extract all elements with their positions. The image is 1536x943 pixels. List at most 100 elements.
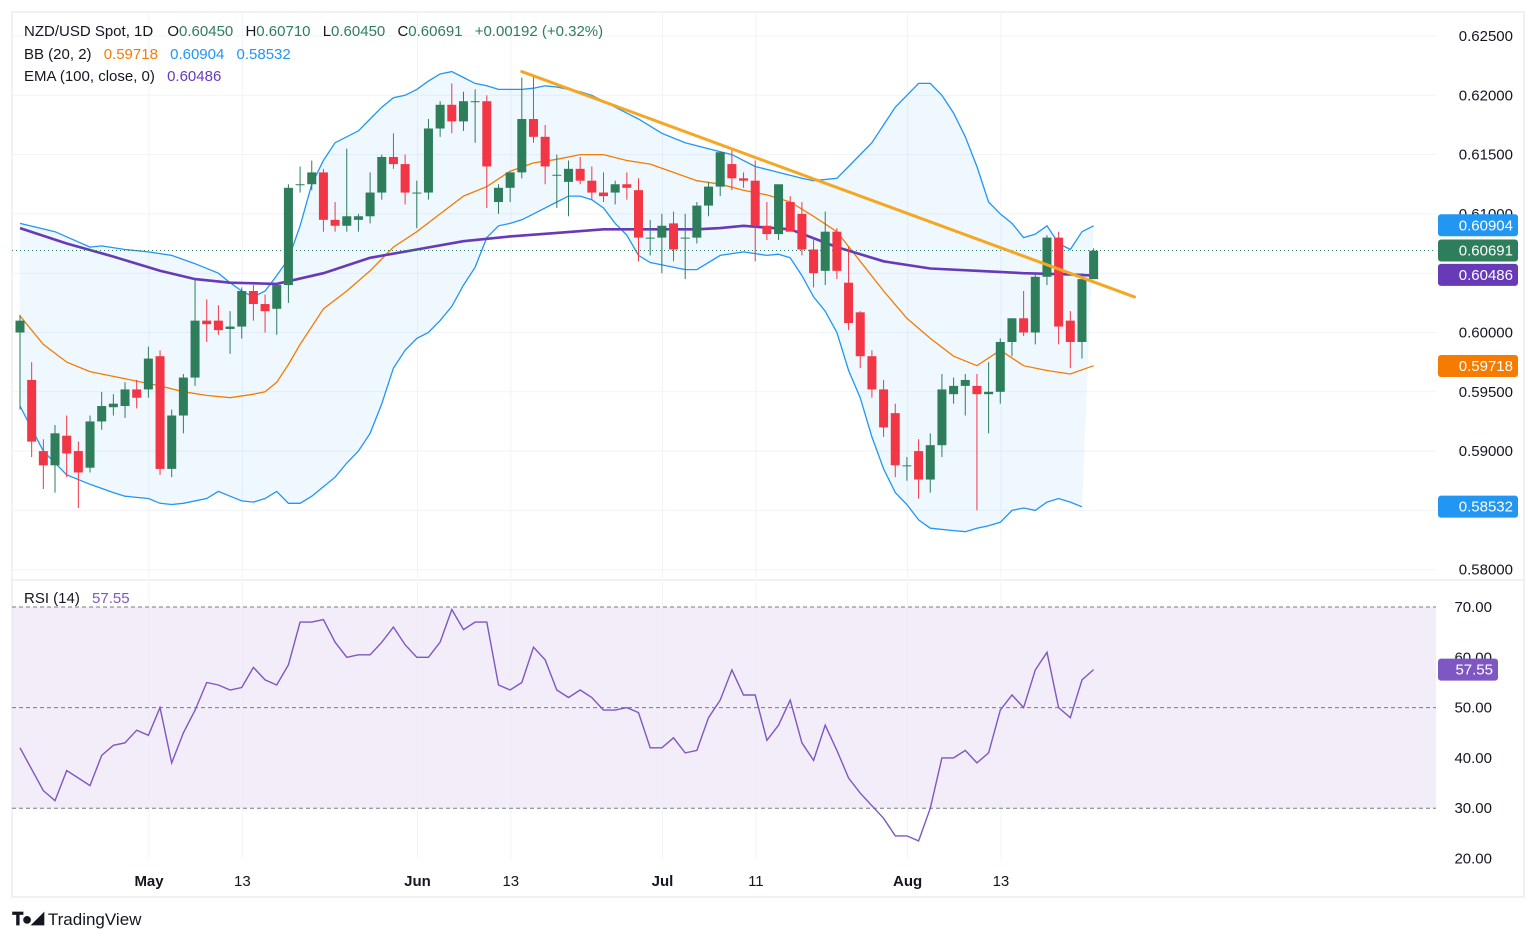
candle[interactable]	[949, 377, 959, 404]
candle[interactable]	[832, 228, 842, 280]
candle[interactable]	[330, 202, 340, 232]
candle[interactable]	[353, 213, 363, 232]
candle[interactable]	[995, 338, 1005, 404]
candle[interactable]	[774, 184, 784, 240]
candle[interactable]	[225, 311, 235, 354]
candle[interactable]	[505, 172, 515, 203]
candle[interactable]	[809, 237, 819, 288]
candle[interactable]	[972, 374, 982, 511]
candle[interactable]	[377, 154, 387, 200]
candle[interactable]	[528, 77, 538, 143]
candle[interactable]	[634, 178, 644, 262]
candle[interactable]	[960, 374, 970, 416]
rsi-line[interactable]	[19, 607, 1095, 842]
candle[interactable]	[1007, 318, 1017, 357]
ema-legend[interactable]: EMA (100, close, 0) 0.60486	[24, 68, 225, 85]
candle[interactable]	[1089, 248, 1099, 280]
time-axis[interactable]: May 13 Jun 13 Jul 11 Aug 13	[134, 873, 1009, 890]
candle[interactable]	[178, 374, 188, 434]
candle[interactable]	[1077, 273, 1087, 359]
candle[interactable]	[447, 83, 457, 134]
candle[interactable]	[132, 379, 142, 409]
candle[interactable]	[412, 180, 422, 229]
candle[interactable]	[85, 415, 95, 473]
candle[interactable]	[1042, 235, 1052, 286]
tradingview-logo[interactable]: 𝐓●◢ TradingView	[12, 909, 141, 930]
candle[interactable]	[97, 391, 107, 430]
candle[interactable]	[575, 156, 585, 185]
candle[interactable]	[867, 350, 877, 398]
trendline[interactable]	[520, 70, 1136, 299]
candle[interactable]	[657, 213, 667, 274]
candle[interactable]	[610, 180, 620, 205]
candle[interactable]	[155, 350, 165, 475]
candle[interactable]	[62, 415, 72, 478]
candle[interactable]	[844, 247, 854, 331]
candle[interactable]	[493, 184, 503, 214]
candle[interactable]	[1065, 311, 1075, 369]
candle[interactable]	[272, 285, 282, 335]
candle[interactable]	[622, 172, 632, 200]
price-axis[interactable]: 0.625000.620000.615000.610000.605000.600…	[1438, 28, 1518, 579]
candle[interactable]	[73, 441, 83, 509]
candle[interactable]	[680, 213, 690, 280]
candle[interactable]	[167, 409, 177, 478]
candle[interactable]	[400, 154, 410, 205]
rsi-legend[interactable]: RSI (14) 57.55	[24, 590, 134, 607]
candle[interactable]	[727, 148, 737, 191]
candle[interactable]	[143, 346, 153, 398]
candle[interactable]	[1019, 290, 1029, 337]
candle[interactable]	[984, 362, 994, 434]
candle[interactable]	[645, 219, 655, 256]
candle[interactable]	[785, 196, 795, 232]
candle[interactable]	[750, 160, 760, 262]
candle[interactable]	[365, 172, 375, 224]
candle[interactable]	[435, 101, 445, 137]
candle[interactable]	[108, 394, 118, 416]
ema-line[interactable]	[19, 224, 1094, 286]
candle[interactable]	[890, 403, 900, 478]
candle[interactable]	[38, 439, 48, 490]
candle[interactable]	[202, 299, 212, 342]
candle[interactable]	[797, 202, 807, 256]
candle[interactable]	[260, 294, 270, 333]
candle[interactable]	[423, 119, 433, 200]
candle[interactable]	[517, 77, 527, 179]
candle[interactable]	[1054, 231, 1064, 345]
candle[interactable]	[50, 425, 60, 493]
candle[interactable]	[190, 279, 200, 386]
candle[interactable]	[669, 211, 679, 262]
candle[interactable]	[937, 374, 947, 458]
candle[interactable]	[283, 184, 293, 303]
candle[interactable]	[342, 148, 352, 232]
symbol-label[interactable]: NZD/USD Spot, 1D	[24, 23, 154, 40]
candle[interactable]	[855, 311, 865, 369]
bb-lower-line[interactable]	[19, 195, 1083, 533]
candle[interactable]	[120, 382, 130, 418]
candle[interactable]	[248, 285, 258, 321]
candle[interactable]	[692, 202, 702, 244]
candle[interactable]	[820, 211, 830, 286]
candle[interactable]	[925, 433, 935, 493]
candle[interactable]	[388, 133, 398, 169]
candle[interactable]	[458, 91, 468, 131]
candle[interactable]	[715, 152, 725, 197]
candle[interactable]	[879, 379, 889, 437]
bb-legend[interactable]: BB (20, 2) 0.59718 0.60904 0.58532	[24, 46, 295, 63]
candle[interactable]	[704, 181, 714, 217]
candle[interactable]	[762, 202, 772, 240]
candle[interactable]	[563, 160, 573, 217]
candle[interactable]	[470, 89, 480, 143]
candle[interactable]	[27, 362, 37, 458]
candle[interactable]	[914, 439, 924, 499]
candle[interactable]	[552, 154, 562, 208]
bb-upper-line[interactable]	[19, 70, 1094, 298]
candle[interactable]	[587, 166, 597, 200]
candle[interactable]	[295, 166, 305, 193]
candle[interactable]	[237, 287, 247, 339]
candle[interactable]	[739, 172, 749, 188]
candle[interactable]	[540, 124, 550, 185]
candle[interactable]	[599, 172, 608, 203]
